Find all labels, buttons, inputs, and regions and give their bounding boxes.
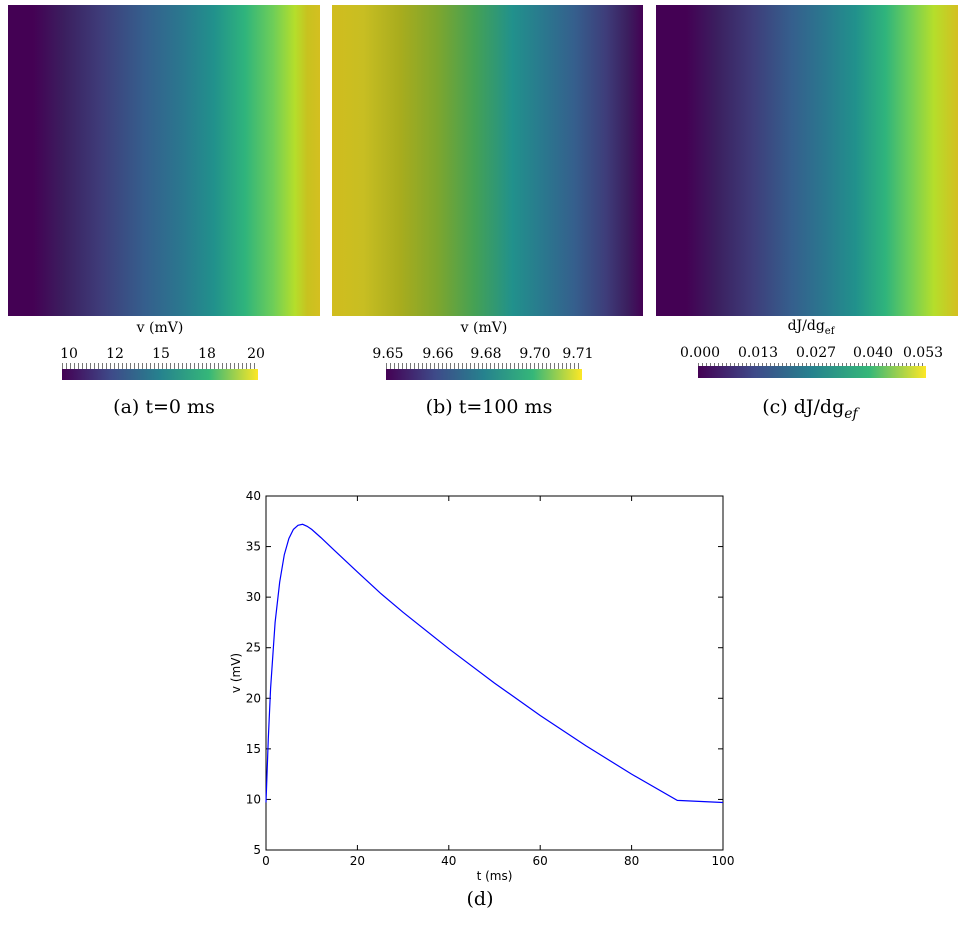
colorbar-title-text: dJ/dg [787, 318, 825, 334]
x-tick-label: 80 [624, 854, 639, 868]
caption-c-text: (c) dJ/dg [762, 396, 845, 418]
plot-frame [265, 495, 724, 851]
colorbar-ticklabels-b: 9.65 9.66 9.68 9.70 9.71 [372, 346, 593, 364]
colorbar-title-b: v (mV) [460, 320, 508, 336]
colorbar-tick-label: 9.65 [372, 346, 404, 362]
colorbar-tick-label: 15 [152, 346, 170, 362]
colorbar-tick-label: 0.053 [902, 345, 944, 361]
colorbar-tick-label: 20 [247, 346, 265, 362]
colorbar-tick-label: 9.66 [422, 346, 454, 362]
colorbar-tick-label: 10 [60, 346, 78, 362]
y-tick-label: 40 [246, 489, 261, 503]
colorbar-tick-label: 9.71 [562, 346, 594, 362]
series-line [265, 523, 724, 804]
colorbar-tick-label: 12 [106, 346, 124, 362]
x-tick-label: 100 [712, 854, 735, 868]
field-image-c [656, 5, 958, 316]
x-tick-label: 0 [262, 854, 270, 868]
colorbar-tick-label: 0.013 [737, 345, 779, 361]
colorbar-ticklabels-c: 0.000 0.013 0.027 0.040 0.053 [680, 345, 943, 363]
y-tick-label: 20 [246, 691, 261, 705]
colorbar-title-a: v (mV) [136, 320, 184, 336]
colorbar-tick-label: 0.027 [795, 345, 837, 361]
colorbar-ticks-b [386, 363, 582, 369]
x-axis-label: t (ms) [477, 869, 513, 883]
caption-d: (d) [466, 888, 494, 910]
field-image-b [332, 5, 643, 316]
colorbar-b [386, 369, 582, 380]
y-axis-label: v (mV) [229, 653, 243, 693]
x-tick-label: 60 [533, 854, 548, 868]
y-tick-label: 15 [246, 742, 261, 756]
colorbar-tick-label: 18 [198, 346, 216, 362]
colorbar-tick-label: 0.040 [852, 345, 894, 361]
field-image-a [8, 5, 320, 316]
y-tick-label: 30 [246, 590, 261, 604]
colorbar-ticklabels-a: 10 12 15 18 20 [60, 346, 265, 364]
x-tick-label: 20 [350, 854, 365, 868]
colorbar-tick-label: 0.000 [679, 345, 721, 361]
y-tick-label: 35 [246, 540, 261, 554]
colorbar-c [698, 366, 926, 378]
colorbar-title-c: dJ/dgef [711, 318, 911, 337]
x-tick-label: 40 [441, 854, 456, 868]
colorbar-title-subscript: ef [824, 325, 835, 337]
colorbar-ticks-a [62, 363, 258, 369]
caption-c-subscript: ef [844, 405, 858, 422]
caption-a: (a) t=0 ms [113, 396, 215, 418]
y-tick-label: 5 [253, 843, 261, 857]
colorbar-tick-label: 9.70 [519, 346, 551, 362]
caption-c: (c) dJ/dgef [710, 396, 910, 422]
colorbar-tick-label: 9.68 [470, 346, 502, 362]
y-tick-label: 10 [246, 792, 261, 806]
colorbar-a [62, 369, 258, 380]
y-tick-label: 25 [246, 641, 261, 655]
caption-b: (b) t=100 ms [425, 396, 553, 418]
